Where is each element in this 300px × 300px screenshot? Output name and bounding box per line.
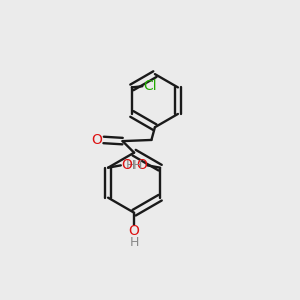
Text: H: H xyxy=(129,236,139,249)
Text: O: O xyxy=(129,224,140,238)
Text: Cl: Cl xyxy=(144,79,157,93)
Text: H: H xyxy=(126,159,135,172)
Text: H: H xyxy=(133,159,142,172)
Text: O: O xyxy=(91,133,102,147)
Text: O: O xyxy=(136,158,147,172)
Text: O: O xyxy=(121,158,132,172)
